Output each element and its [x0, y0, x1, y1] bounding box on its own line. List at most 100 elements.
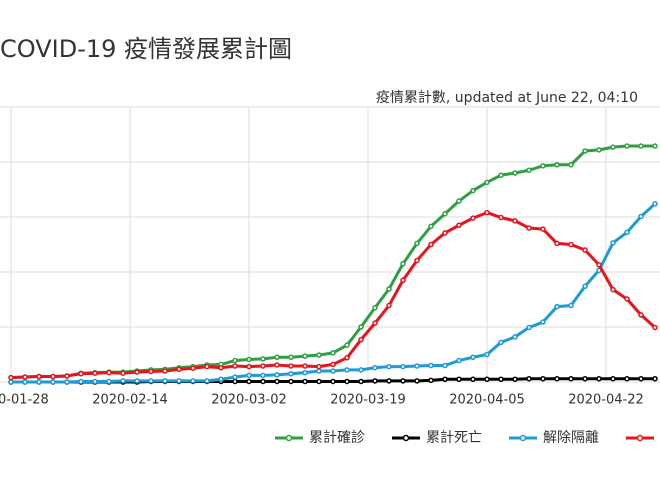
point — [582, 375, 588, 382]
point — [204, 363, 210, 370]
point — [470, 215, 476, 221]
point — [8, 374, 14, 381]
legend-marker — [402, 434, 410, 442]
point — [246, 372, 252, 379]
point — [582, 247, 588, 253]
point — [302, 378, 308, 385]
point — [330, 368, 336, 374]
point — [540, 163, 546, 169]
point — [540, 319, 546, 325]
x-tick-label: 2020-04-05 — [449, 393, 525, 408]
point — [134, 378, 140, 384]
point — [134, 369, 140, 375]
point — [526, 324, 532, 331]
point — [78, 371, 84, 377]
point — [512, 376, 518, 382]
point — [428, 223, 434, 230]
point — [148, 378, 154, 384]
point — [582, 283, 588, 290]
chart-subtitle: 疫情累計數, updated at June 22, 04:10 — [376, 90, 638, 106]
point — [274, 362, 280, 368]
point — [610, 144, 616, 150]
point — [554, 240, 560, 247]
series-line — [10, 144, 655, 380]
point — [372, 305, 378, 311]
point — [246, 363, 252, 370]
point — [596, 375, 602, 382]
point — [232, 363, 238, 369]
point — [470, 187, 476, 194]
point — [638, 143, 644, 149]
point — [484, 351, 490, 358]
point — [428, 377, 434, 384]
point — [22, 379, 28, 385]
point — [344, 342, 350, 348]
point — [456, 376, 462, 382]
point — [316, 352, 322, 358]
point — [470, 354, 476, 360]
point — [470, 376, 476, 382]
point — [204, 378, 210, 384]
point — [316, 378, 322, 385]
point — [596, 262, 602, 268]
point — [344, 378, 350, 385]
point — [232, 357, 238, 364]
point — [624, 229, 630, 236]
legend-label: 累計死亡 — [426, 430, 482, 446]
point — [330, 378, 336, 385]
point — [414, 240, 420, 247]
point — [120, 370, 126, 376]
point — [260, 372, 266, 379]
point — [554, 303, 560, 310]
point — [624, 143, 630, 149]
point — [162, 368, 168, 374]
point — [400, 261, 406, 267]
point — [386, 302, 392, 309]
x-tick-label: 2020-04-22 — [568, 393, 644, 408]
point — [288, 363, 294, 369]
point — [64, 373, 70, 379]
point — [386, 378, 392, 384]
point — [372, 364, 378, 371]
x-tick-label: 2020-01-28 — [0, 393, 49, 408]
point — [274, 354, 280, 360]
point — [22, 374, 28, 380]
point — [414, 378, 420, 384]
point — [400, 277, 406, 283]
point — [218, 364, 224, 371]
point — [176, 378, 182, 384]
point — [78, 378, 84, 385]
point — [414, 257, 420, 264]
point — [610, 375, 616, 382]
point — [358, 367, 364, 373]
point — [246, 378, 252, 385]
point — [554, 375, 560, 382]
chart-title: COVID-19 疫情發展累計圖 — [0, 35, 292, 63]
point — [498, 172, 504, 178]
point — [400, 363, 406, 370]
point — [316, 368, 322, 374]
point — [512, 170, 518, 176]
point — [442, 230, 448, 236]
point — [260, 363, 266, 369]
point — [372, 320, 378, 326]
point — [442, 362, 448, 369]
point — [414, 363, 420, 369]
point — [652, 375, 658, 382]
point — [50, 379, 56, 385]
point — [302, 369, 308, 376]
point — [302, 353, 308, 359]
point — [330, 350, 336, 356]
point — [232, 378, 238, 385]
point — [190, 378, 196, 384]
x-tick-label: 2020-03-02 — [211, 393, 287, 408]
point — [246, 356, 252, 363]
point — [358, 324, 364, 330]
point — [526, 375, 532, 382]
point — [274, 372, 280, 378]
point — [344, 367, 350, 373]
point — [512, 334, 518, 340]
point — [260, 378, 266, 385]
point — [610, 240, 616, 246]
